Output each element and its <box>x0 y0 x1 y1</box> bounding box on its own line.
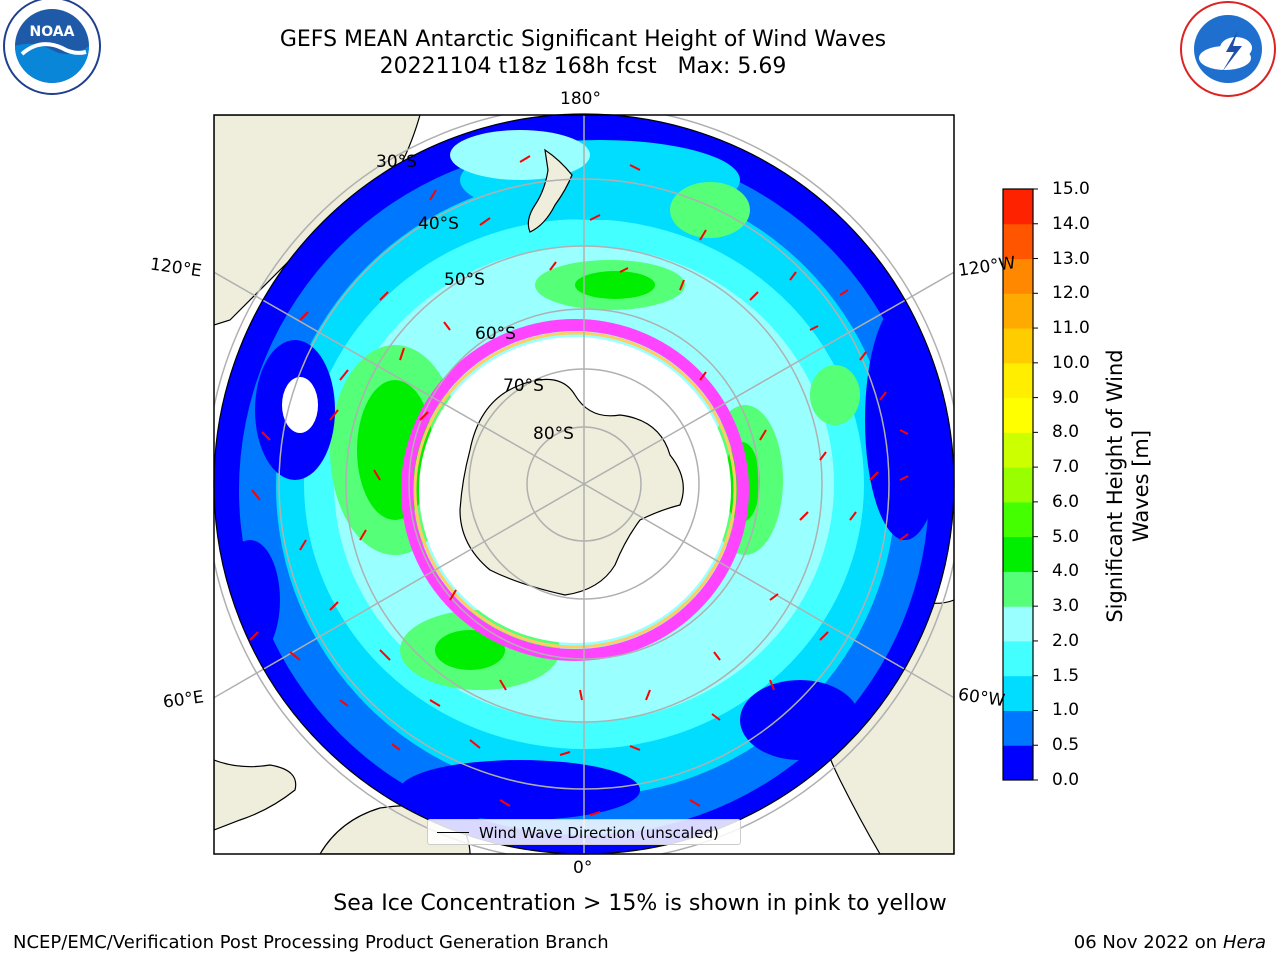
colorbar-segment <box>1003 710 1033 746</box>
graticule <box>214 115 954 854</box>
latitude-label-80s: 80°S <box>533 424 574 444</box>
map-frame <box>213 114 955 855</box>
colorbar-frame <box>1002 188 1034 781</box>
colorbar-tick-label: 15.0 <box>1052 179 1090 199</box>
longitude-label-180: 180° <box>560 89 601 109</box>
map-legend: Wind Wave Direction (unscaled) <box>427 819 741 845</box>
colorbar-tick-label: 11.0 <box>1052 318 1090 339</box>
colorbar-segment <box>1003 640 1033 677</box>
latitude-label-30s: 30°S <box>376 152 417 172</box>
colorbar-tick-label: 10.0 <box>1052 352 1090 373</box>
colorbar-segment <box>1003 571 1033 607</box>
colorbar-segment <box>1003 467 1033 503</box>
map-title: GEFS MEAN Antarctic Significant Height o… <box>279 27 887 52</box>
colorbar-tick-label: 13.0 <box>1052 248 1090 269</box>
new-zealand-land <box>527 148 573 233</box>
colorbar-segment <box>1003 293 1033 329</box>
legend-label: Wind Wave Direction (unscaled) <box>479 824 719 842</box>
colorbar-tick-label: 4.0 <box>1052 561 1080 582</box>
antarctica-land <box>459 378 684 596</box>
footer-host: Hera <box>1222 932 1266 953</box>
colorbar-segment <box>1003 501 1033 538</box>
colorbar-tick-label: 0.0 <box>1052 770 1080 790</box>
colorbar-segment <box>1003 745 1033 781</box>
colorbar-tick-label: 6.0 <box>1052 491 1080 512</box>
colorbar-segment <box>1003 223 1033 260</box>
colorbar-tick-label: 3.0 <box>1052 596 1080 617</box>
colorbar-tick-label: 5.0 <box>1052 526 1080 547</box>
colorbar-segment <box>1003 258 1033 294</box>
footer-date-text: 06 Nov 2022 on <box>1073 932 1218 953</box>
colorbar-tick-label: 1.0 <box>1052 700 1080 721</box>
colorbar-tick-label: 8.0 <box>1052 422 1080 443</box>
latitude-label-70s: 70°S <box>503 376 544 396</box>
footer-date: 06 Nov 2022 on Hera <box>1074 932 1266 954</box>
legend-line-sample <box>437 832 469 833</box>
map-subtitle: 20221104 t18z 168h fcst Max: 5.69 <box>379 54 787 79</box>
colorbar-tick-label: 2.0 <box>1052 630 1080 651</box>
colorbar-tick-label: 1.5 <box>1052 665 1080 686</box>
colorbar-tick-label: 14.0 <box>1052 213 1090 234</box>
colorbar-segment <box>1003 606 1033 642</box>
colorbar-segment <box>1003 189 1033 225</box>
colorbar-tick-label: 12.0 <box>1052 283 1090 304</box>
latitude-label-60s: 60°S <box>475 324 516 344</box>
latitude-label-40s: 40°S <box>418 214 459 234</box>
colorbar-label: Significant Height of Wind Waves [m] <box>1103 349 1153 623</box>
sea-ice-caption: Sea Ice Concentration > 15% is shown in … <box>333 891 947 916</box>
colorbar-segment <box>1003 362 1033 399</box>
colorbar-segment <box>1003 328 1033 364</box>
noaa-logo-text: NOAA <box>30 24 75 40</box>
colorbar-tick-label: 0.5 <box>1052 735 1080 756</box>
wind-wave-arrows <box>249 155 909 816</box>
colorbar-segment <box>1003 675 1033 711</box>
longitude-label-0: 0° <box>573 858 593 878</box>
colorbar-segment <box>1003 432 1033 468</box>
footer-credit: NCEP/EMC/Verification Post Processing Pr… <box>13 932 609 953</box>
colorbar-segment <box>1003 536 1033 572</box>
colorbar <box>1002 188 1038 781</box>
colorbar-tick-label: 7.0 <box>1052 457 1080 478</box>
colorbar-tick-label: 9.0 <box>1052 387 1080 408</box>
latitude-label-50s: 50°S <box>444 270 485 290</box>
national-weather-service-logo <box>1180 1 1276 97</box>
noaa-logo: NOAA <box>3 0 101 95</box>
colorbar-segment <box>1003 397 1033 433</box>
